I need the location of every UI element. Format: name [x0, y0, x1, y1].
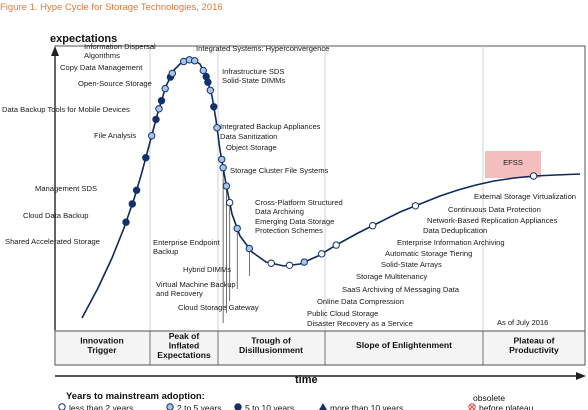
marker-data-deduplication: [318, 250, 326, 258]
marker-management-sds: [132, 186, 141, 194]
marker-network-based-replication-appliances: [332, 241, 340, 249]
phase-label-3: Slope of Enlightenment: [356, 340, 452, 350]
marker-solid-state-arrays: [267, 259, 275, 267]
legend-label-3: more than 10 years: [330, 403, 403, 410]
y-axis-title: expectations: [50, 33, 117, 45]
legend-label-obsolete-line1: obsolete: [473, 393, 505, 403]
label-storage-cluster-file-systems: Storage Cluster File Systems: [230, 166, 329, 175]
legend-marker-1: [166, 403, 174, 410]
legend-title: Years to mainstream adoption:: [66, 391, 205, 402]
label-enterprise-endpoint-backup: Enterprise Endpoint: [153, 238, 221, 247]
label-solid-state-arrays: Solid-State Arrays: [381, 260, 442, 269]
label-integrated-systems-hyperconvergence: Integrated Systems: Hyperconvergence: [196, 44, 329, 53]
phase-label-2: Trough of: [251, 336, 291, 346]
label-cloud-storage-gateway: Cloud Storage Gateway: [178, 303, 259, 312]
label-cross-platform-structured-data-archiving: Cross-Platform Structured: [255, 198, 343, 207]
label-enterprise-endpoint-backup: Backup: [153, 247, 178, 256]
marker-shared-accelerated-storage: [122, 218, 130, 226]
marker-open-source-storage: [152, 115, 160, 124]
legend-marker-0: [58, 403, 66, 410]
marker-cloud-storage-gateway: [218, 155, 226, 164]
label-infrastructure-sds: Infrastructure SDS: [222, 67, 284, 76]
marker-object-storage: [191, 57, 199, 65]
marker-hybrid-dimms: [210, 103, 218, 111]
label-file-analysis: File Analysis: [94, 131, 136, 140]
label-data-deduplication: Data Deduplication: [423, 226, 487, 235]
marker-efss: [529, 172, 538, 180]
marker-data-backup-tools-for-mobile-devices: [148, 132, 156, 140]
label-automatic-storage-tiering: Automatic Storage Tiering: [385, 249, 472, 258]
marker-external-storage-virtualization: [411, 202, 420, 210]
phase-label-0: Innovation: [80, 336, 123, 346]
label-open-source-storage: Open-Source Storage: [78, 79, 152, 88]
label-hybrid-dimms: Hybrid DIMMs: [183, 265, 231, 274]
legend-label-0: less than 2 years: [69, 403, 133, 410]
label-data-backup-tools-for-mobile-devices: Data Backup Tools for Mobile Devices: [2, 105, 130, 114]
label-shared-accelerated-storage: Shared Accelerated Storage: [5, 237, 100, 246]
marker-copy-data-management: [155, 105, 163, 113]
marker-file-analysis: [142, 154, 150, 162]
legend-marker-2: [234, 403, 242, 410]
marker-storage-cluster-file-systems: [199, 66, 208, 75]
x-axis-title: time: [295, 374, 318, 386]
label-public-cloud-storage: Public Cloud Storage: [307, 309, 378, 318]
label-saas-archiving-of-messaging-data: SaaS Archiving of Messaging Data: [342, 285, 460, 294]
phase-label-4: Productivity: [509, 345, 559, 355]
label-emerging-data-storage-protection-schemes: Protection Schemes: [255, 226, 323, 235]
phase-band: [54, 330, 586, 366]
marker-saas-archiving-of-messaging-data: [233, 224, 241, 233]
label-virtual-machine-backup-and-recovery: Virtual Machine Backup: [156, 280, 236, 289]
y-axis-arrow: [51, 46, 59, 56]
marker-emerging-data-storage-protection-schemes: [204, 78, 212, 86]
marker-enterprise-information-archiving: [300, 258, 308, 266]
label-external-storage-virtualization: External Storage Virtualization: [474, 192, 576, 201]
marker-virtual-machine-backup-and-recovery: [213, 124, 221, 132]
legend-label-1: 2 to 5 years: [177, 403, 221, 410]
label-solid-state-dimms: Solid-State DIMMs: [222, 76, 286, 85]
legend-marker-triangle: [319, 403, 327, 410]
phase-label-0: Trigger: [87, 345, 117, 355]
label-network-based-replication-appliances: Network-Based Replication Appliances: [427, 216, 558, 225]
legend-marker-obsolete-x: [469, 404, 475, 410]
as-of-date: As of July 2016: [497, 318, 548, 327]
label-information-dispersal-algorithms: Information Dispersal: [84, 42, 156, 51]
marker-cloud-data-backup: [128, 200, 137, 208]
marker-enterprise-endpoint-backup: [206, 86, 215, 95]
label-copy-data-management: Copy Data Management: [60, 63, 143, 72]
label-online-data-compression: Online Data Compression: [317, 297, 404, 306]
label-virtual-machine-backup-and-recovery: and Recovery: [156, 289, 203, 298]
label-emerging-data-storage-protection-schemes: Emerging Data Storage: [255, 217, 334, 226]
label-storage-multitenancy: Storage Multitenancy: [356, 272, 428, 281]
label-information-dispersal-algorithms: Algorithms: [84, 51, 120, 60]
label-efss: EFSS: [503, 158, 523, 167]
phase-label-1: Expectations: [157, 350, 211, 360]
label-enterprise-information-archiving: Enterprise Information Archiving: [397, 238, 505, 247]
label-management-sds: Management SDS: [35, 184, 97, 193]
x-axis-arrow: [576, 372, 586, 380]
marker-automatic-storage-tiering: [285, 261, 294, 269]
label-data-sanitization: Data Sanitization: [220, 132, 277, 141]
label-integrated-backup-appliances: Integrated Backup Appliances: [220, 122, 321, 131]
label-continuous-data-protection: Continuous Data Protection: [448, 205, 541, 214]
chart-title: Figure 1. Hype Cycle for Storage Technol…: [0, 2, 223, 13]
label-object-storage: Object Storage: [226, 143, 277, 152]
phase-label-4: Plateau of: [513, 336, 554, 346]
marker-online-data-compression: [226, 198, 234, 207]
phase-label-2: Disillusionment: [239, 345, 303, 355]
marker-public-cloud-storage: [222, 182, 231, 190]
label-cloud-data-backup: Cloud Data Backup: [23, 211, 88, 220]
label-disaster-recovery-as-a-service: Disaster Recovery as a Service: [307, 319, 413, 328]
marker-solid-state-dimms: [168, 69, 177, 78]
phase-label-1: Inflated: [169, 341, 200, 351]
marker-storage-multitenancy: [245, 244, 254, 253]
marker-disaster-recovery-as-a-service: [219, 164, 227, 172]
marker-integrated-systems-hyperconvergence: [161, 84, 169, 93]
legend-label-2: 5 to 10 years: [245, 403, 294, 410]
label-cross-platform-structured-data-archiving: Data Archiving: [255, 207, 304, 216]
marker-continuous-data-protection: [369, 222, 377, 230]
legend-label-obsolete-line2: before plateau: [479, 403, 534, 410]
phase-label-1: Peak of: [169, 331, 200, 341]
marker-information-dispersal-algorithms: [157, 97, 166, 105]
